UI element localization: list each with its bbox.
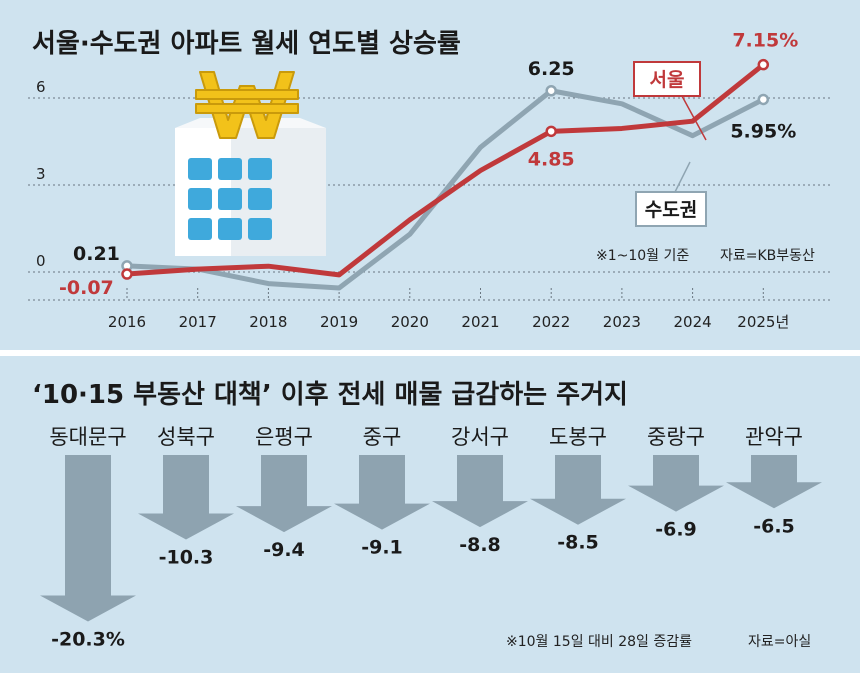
x-tick-label: 2023 bbox=[603, 313, 641, 331]
data-label: 5.95% bbox=[730, 120, 796, 142]
series-point bbox=[121, 268, 133, 280]
grid-lines bbox=[28, 97, 830, 301]
arrow-bar bbox=[726, 455, 822, 509]
series-point bbox=[757, 93, 770, 106]
category-label: 중랑구 bbox=[647, 425, 705, 449]
arrow-bar bbox=[334, 455, 430, 530]
x-tick-label: 2020 bbox=[391, 313, 429, 331]
x-tick-label: 2016 bbox=[108, 313, 146, 331]
bar-chart-note: ※10월 15일 대비 28일 증감률 bbox=[506, 634, 692, 650]
x-tick-label: 2017 bbox=[179, 313, 217, 331]
legend-seoul: 서울 bbox=[633, 61, 707, 141]
bar-chart-source: 자료=아실 bbox=[748, 634, 811, 650]
category-label: 관악구 bbox=[745, 425, 803, 449]
arrow-bar bbox=[40, 455, 136, 622]
data-labels: 0.21 -0.07 6.25 4.85 7.15% 5.95% bbox=[59, 30, 798, 299]
series-point bbox=[757, 58, 770, 71]
category-label: 도봉구 bbox=[549, 425, 607, 449]
series-name-seoul: 서울 bbox=[650, 69, 685, 91]
line-chart-note: ※1~10월 기준 bbox=[596, 248, 689, 264]
arrow-bar bbox=[236, 455, 332, 533]
bar-chart-title: ‘10·15 부동산 대책’ 이후 전세 매물 급감하는 주거지 bbox=[32, 380, 628, 410]
x-tick-label: 2019 bbox=[320, 313, 358, 331]
won-coin-building-icon bbox=[175, 71, 326, 256]
category-label: 중구 bbox=[363, 425, 402, 449]
arrow-bars: 동대문구 -20.3% 성북구 -10.3 은평구 -9.4 중구 -9.1 강서구 -8.8 도봉… bbox=[40, 425, 822, 650]
data-label: -0.07 bbox=[59, 277, 114, 299]
value-label: -8.5 bbox=[557, 532, 599, 554]
arrow-bar bbox=[432, 455, 528, 528]
line-chart-source: 자료=KB부동산 bbox=[720, 248, 815, 264]
line-chart-title: 서울·수도권 아파트 월세 연도별 상승률 bbox=[32, 29, 461, 59]
arrow-bar bbox=[628, 455, 724, 512]
x-axis-ticks: 2016 2017 2018 2019 2020 2021 2022 2023 2024 2025… bbox=[108, 313, 789, 331]
value-label: -9.1 bbox=[361, 537, 403, 559]
line-series bbox=[121, 58, 770, 291]
series-line-0 bbox=[124, 62, 766, 278]
series-point bbox=[545, 85, 557, 97]
category-label: 은평구 bbox=[255, 425, 313, 449]
data-label: 7.15% bbox=[732, 30, 798, 52]
series-line-1 bbox=[124, 88, 766, 291]
value-label: -6.9 bbox=[655, 519, 697, 541]
value-label: -20.3% bbox=[51, 628, 125, 650]
series-name-metro: 수도권 bbox=[645, 199, 697, 221]
x-tick-label: 2022 bbox=[532, 313, 570, 331]
data-label: 0.21 bbox=[73, 243, 120, 265]
category-label: 성북구 bbox=[157, 425, 215, 449]
data-label: 6.25 bbox=[528, 58, 575, 80]
y-tick-label: 0 bbox=[36, 252, 46, 270]
x-tick-label: 2018 bbox=[249, 313, 287, 331]
value-label: -9.4 bbox=[263, 539, 305, 561]
arrow-bar bbox=[530, 455, 626, 525]
arrow-bar bbox=[138, 455, 234, 540]
value-label: -6.5 bbox=[753, 515, 795, 537]
value-label: -10.3 bbox=[159, 546, 214, 568]
y-axis-ticks: 0 3 6 bbox=[36, 78, 46, 270]
x-tick-label: 2025년 bbox=[737, 313, 789, 331]
data-label: 4.85 bbox=[528, 148, 575, 170]
x-tick-label: 2021 bbox=[461, 313, 499, 331]
value-label: -8.8 bbox=[459, 534, 501, 556]
category-label: 동대문구 bbox=[49, 425, 126, 449]
category-label: 강서구 bbox=[451, 425, 509, 449]
x-tick-label: 2024 bbox=[674, 313, 712, 331]
legend-metro: 수도권 bbox=[635, 161, 707, 227]
section-divider bbox=[0, 350, 860, 356]
y-tick-label: 6 bbox=[36, 78, 46, 96]
series-point bbox=[545, 125, 557, 138]
y-tick-label: 3 bbox=[36, 165, 46, 183]
